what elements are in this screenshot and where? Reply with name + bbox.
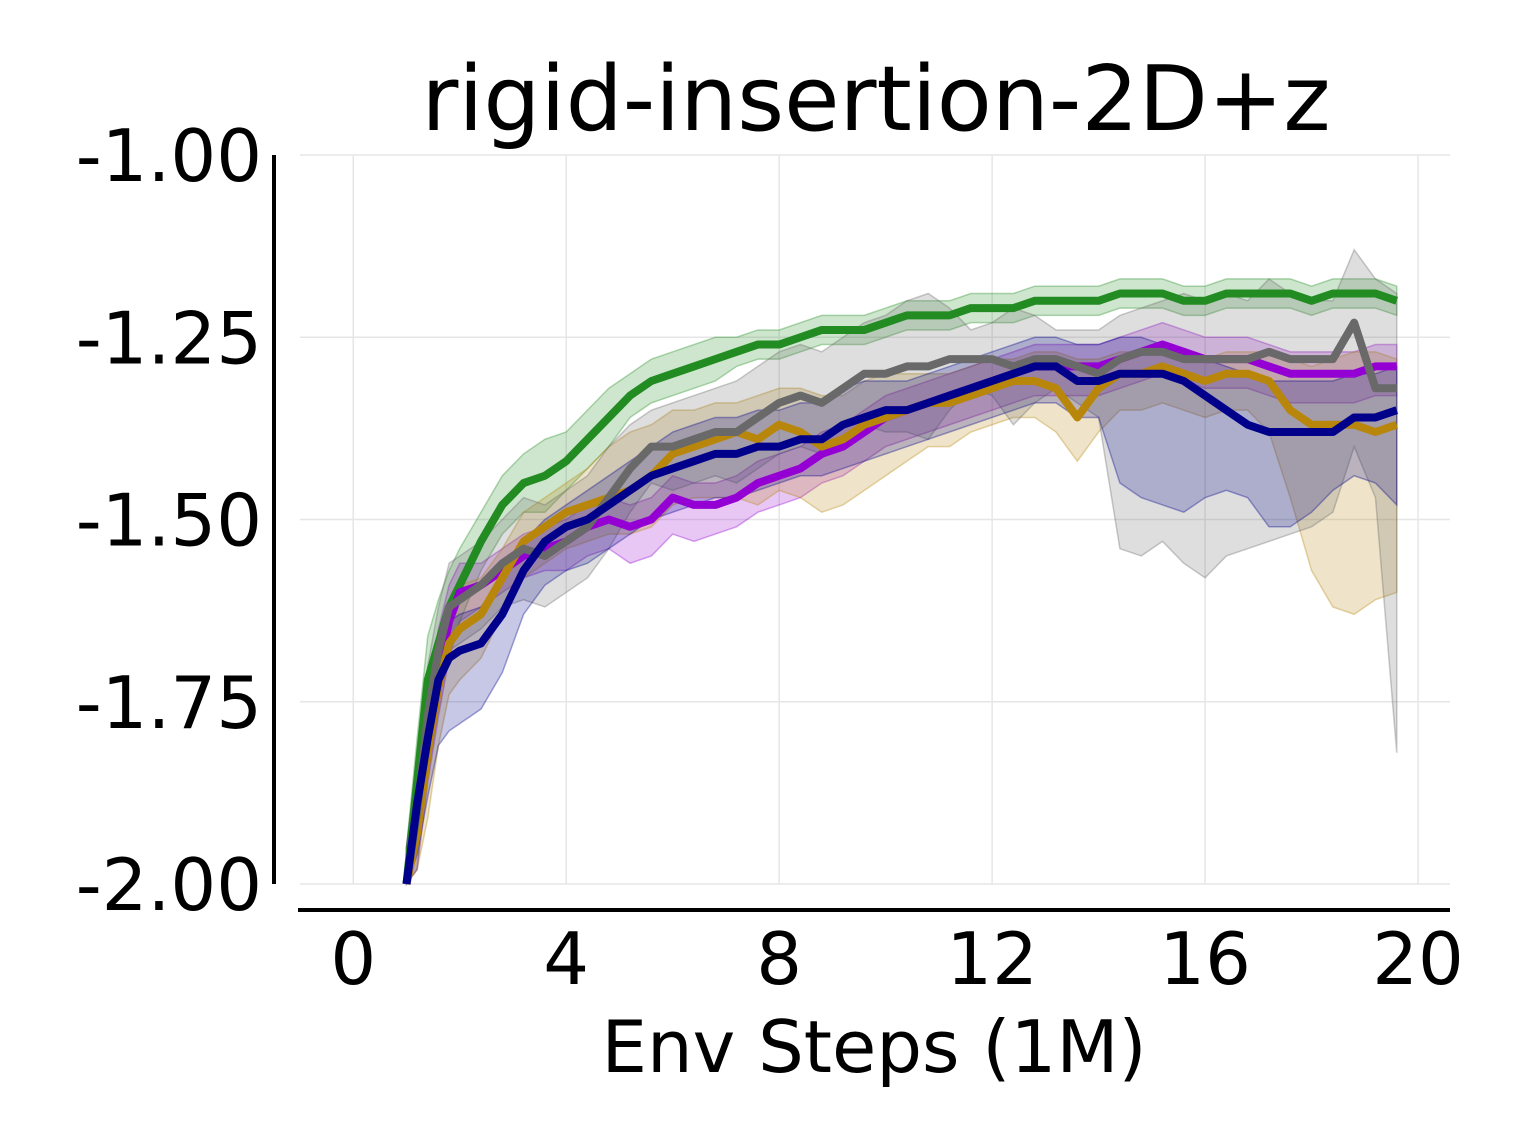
y-tick-label: -1.50 bbox=[76, 479, 262, 563]
y-tick-labels: -2.00 -1.75 -1.50 -1.25 -1.00 bbox=[76, 114, 262, 927]
y-tick-label: -1.00 bbox=[76, 114, 262, 198]
x-tick-label: 12 bbox=[946, 917, 1038, 1001]
x-tick-label: 16 bbox=[1159, 917, 1251, 1001]
series-4-band bbox=[405, 336, 1398, 885]
grid bbox=[300, 154, 1450, 885]
y-tick-label: -1.75 bbox=[76, 661, 262, 745]
x-tick-label: 8 bbox=[756, 917, 802, 1001]
chart-title: rigid-insertion-2D+z bbox=[421, 47, 1330, 152]
series-3-line bbox=[402, 318, 1397, 885]
series-1-band bbox=[405, 321, 1398, 887]
series-0-band bbox=[405, 278, 1398, 885]
x-tick-label: 4 bbox=[543, 917, 589, 1001]
x-tick-label: 0 bbox=[330, 917, 376, 1001]
y-tick-label: -2.00 bbox=[76, 843, 262, 927]
series-0-line bbox=[402, 289, 1399, 885]
series-2-line bbox=[402, 362, 1399, 885]
y-tick-label: -1.25 bbox=[76, 296, 262, 380]
x-tick-label: 20 bbox=[1372, 917, 1464, 1001]
series-4-line bbox=[402, 362, 1399, 885]
series-3-band bbox=[405, 248, 1398, 887]
x-axis-label: Env Steps (1M) bbox=[601, 1005, 1146, 1089]
x-tick-labels: 0 4 8 12 16 20 bbox=[330, 917, 1464, 1001]
confidence-bands bbox=[405, 248, 1398, 887]
series-lines bbox=[402, 289, 1399, 885]
